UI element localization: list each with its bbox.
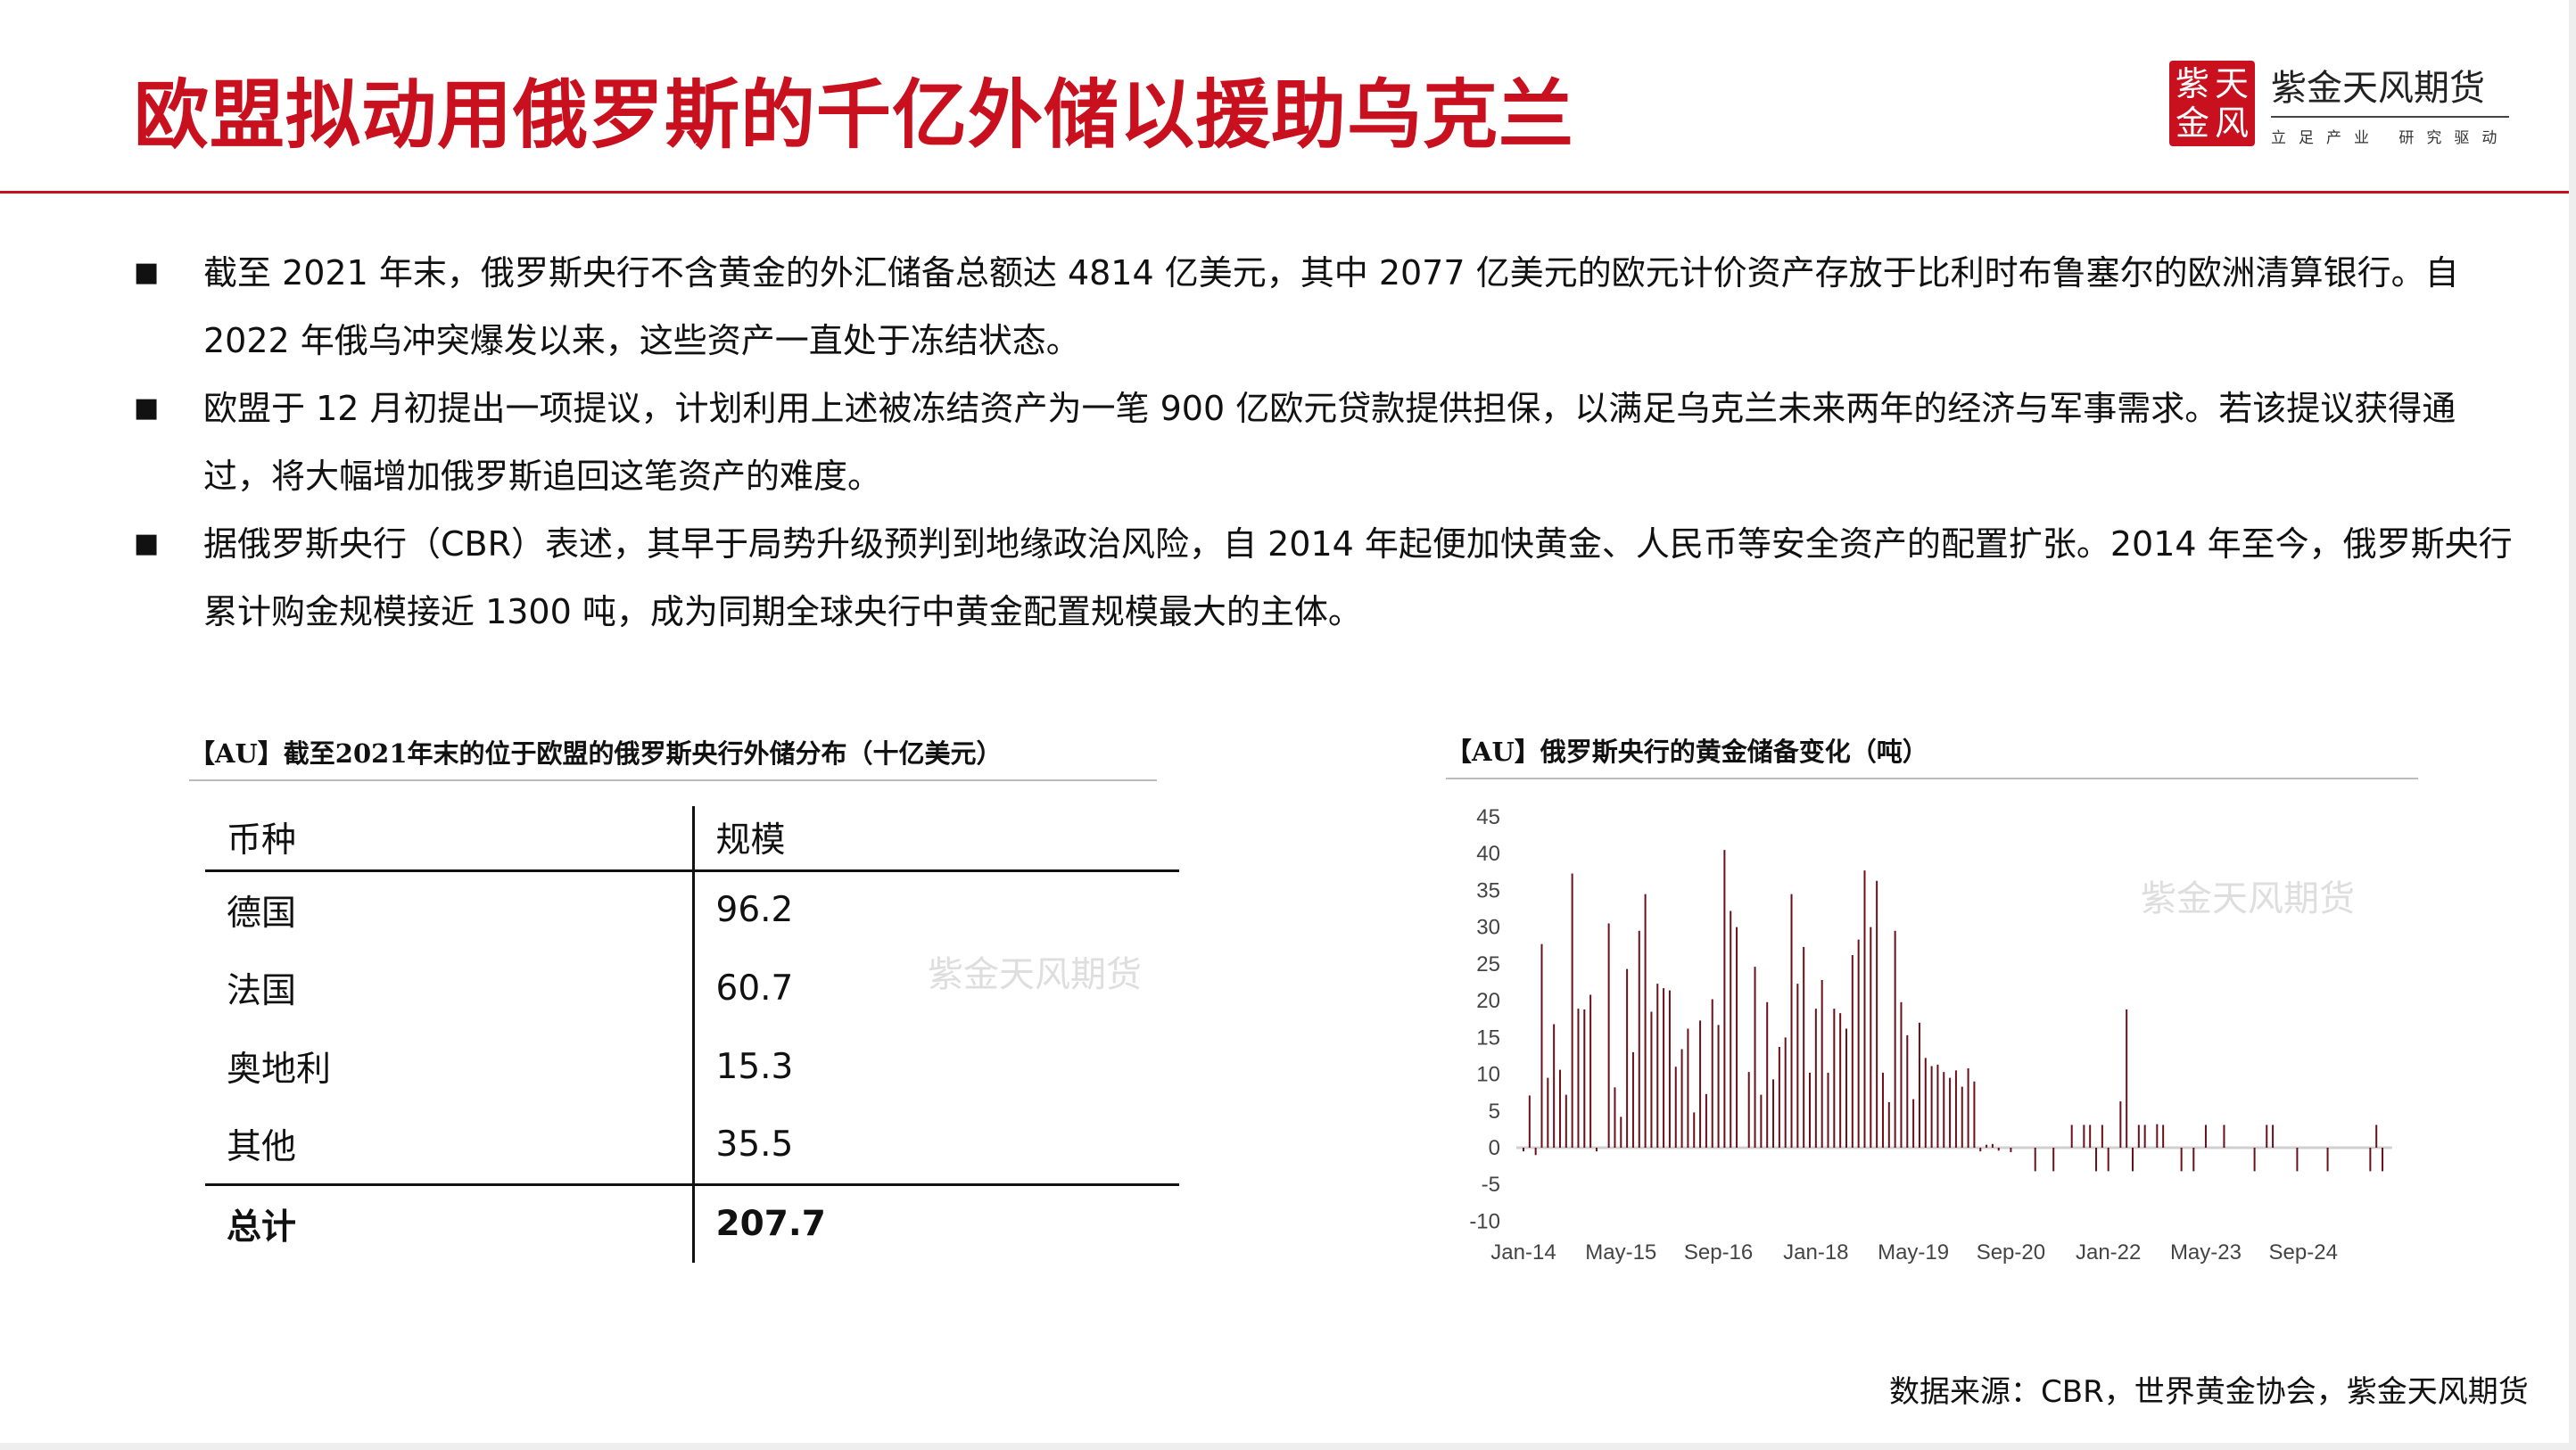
- bullet-text: 欧盟于 12 月初提出一项提议，计划利用上述被冻结资产为一笔 900 亿欧元贷款…: [203, 389, 2456, 496]
- y-tick-label: 45: [1476, 805, 1500, 829]
- table-title: 【AU】截至2021年末的位于欧盟的俄罗斯央行外储分布（十亿美元）: [189, 733, 1157, 781]
- logo-slogan: 立足产业 研究驱动: [2271, 129, 2510, 147]
- table-cell: 法国: [205, 949, 695, 1027]
- y-tick-label: 25: [1476, 952, 1500, 976]
- slide-edge-right: [2569, 0, 2576, 1450]
- logo-name: 紫金天风期货: [2271, 59, 2510, 118]
- square-bullet-icon: ■: [134, 392, 160, 424]
- x-tick-label: Jan-14: [1490, 1240, 1556, 1265]
- x-tick-label: May-19: [1878, 1240, 1949, 1265]
- page-title: 欧盟拟动用俄罗斯的千亿外储以援助乌克兰: [134, 70, 1575, 159]
- gold-reserve-chart: 45 40 35 30 25 20 15 10 5 0 -5 -10 Jan-14 May-15 Sep-1…: [1469, 805, 2392, 1265]
- table-header-row: 币种 规模: [205, 806, 1179, 872]
- reserves-table: 币种 规模 德国 96.2 法国 60.7 奥地利 15.3 其他 35.5 总计 207.…: [205, 806, 1179, 1263]
- title-divider: [0, 191, 2569, 194]
- y-tick-label: 0: [1489, 1136, 1500, 1160]
- chart-title: 【AU】俄罗斯央行的黄金储备变化（吨）: [1446, 731, 2418, 779]
- table-cell: 其他: [205, 1106, 695, 1184]
- company-logo: 紫 天 金 风 紫金天风期货 立足产业 研究驱动: [2169, 59, 2510, 147]
- seal-char: 天: [2214, 63, 2249, 103]
- bullet-item: ■ 截至 2021 年末，俄罗斯央行不含黄金的外汇储备总额达 4814 亿美元，其…: [134, 239, 2542, 375]
- slide-edge-bottom: [0, 1443, 2576, 1450]
- bullet-text: 据俄罗斯央行（CBR）表述，其早于局势升级预判到地缘政治风险，自 2014 年起…: [203, 524, 2513, 631]
- x-tick-label: Sep-20: [1977, 1240, 2045, 1265]
- table-total-row: 总计 207.7: [205, 1182, 1179, 1263]
- table-cell: 15.3: [715, 1046, 794, 1087]
- table-row: 德国 96.2: [205, 870, 1179, 949]
- table-row: 奥地利 15.3: [205, 1027, 1179, 1106]
- y-tick-label: -5: [1482, 1173, 1500, 1197]
- table-cell: 总计: [205, 1182, 695, 1263]
- watermark-logo: 紫金天风期货: [928, 954, 1142, 995]
- table-cell: 35.5: [715, 1124, 794, 1165]
- table-cell: 奥地利: [205, 1027, 695, 1106]
- logo-seal: 紫 天 金 风: [2169, 60, 2255, 146]
- y-tick-label: 20: [1476, 989, 1500, 1013]
- x-tick-label: Jan-22: [2076, 1240, 2141, 1265]
- bullet-item: ■ 据俄罗斯央行（CBR）表述，其早于局势升级预判到地缘政治风险，自 2014 年…: [134, 510, 2542, 646]
- seal-char: 紫: [2175, 63, 2209, 103]
- bullet-item: ■ 欧盟于 12 月初提出一项提议，计划利用上述被冻结资产为一笔 900 亿欧元贷…: [134, 375, 2542, 510]
- table-cell: 德国: [205, 870, 695, 949]
- table-row: 法国 60.7: [205, 949, 1179, 1027]
- watermark-logo: 紫金天风期货: [2141, 878, 2355, 919]
- y-tick-label: 15: [1476, 1026, 1500, 1050]
- table-row: 其他 35.5: [205, 1106, 1179, 1184]
- y-tick-label: -10: [1469, 1209, 1500, 1233]
- x-tick-label: Sep-24: [2269, 1240, 2338, 1265]
- bullet-list: ■ 截至 2021 年末，俄罗斯央行不含黄金的外汇储备总额达 4814 亿美元，其…: [134, 239, 2542, 646]
- square-bullet-icon: ■: [134, 257, 160, 288]
- header-cell: 币种: [205, 806, 695, 872]
- bullet-text: 截至 2021 年末，俄罗斯央行不含黄金的外汇储备总额达 4814 亿美元，其中…: [203, 253, 2459, 360]
- y-tick-label: 30: [1476, 916, 1500, 940]
- x-tick-label: May-23: [2170, 1240, 2242, 1265]
- seal-char: 风: [2214, 103, 2249, 143]
- table-cell: 207.7: [693, 1182, 1179, 1263]
- y-tick-label: 5: [1489, 1100, 1500, 1124]
- square-bullet-icon: ■: [134, 528, 160, 559]
- x-tick-label: May-15: [1585, 1240, 1656, 1265]
- x-tick-label: Jan-18: [1783, 1240, 1848, 1265]
- table-cell: 60.7: [715, 968, 794, 1009]
- table-cell: 96.2: [715, 890, 794, 931]
- y-tick-label: 35: [1476, 878, 1500, 902]
- x-tick-label: Sep-16: [1684, 1240, 1753, 1265]
- seal-char: 金: [2175, 103, 2209, 143]
- data-source: 数据来源：CBR，世界黄金协会，紫金天风期货: [1889, 1374, 2529, 1410]
- y-tick-label: 10: [1476, 1063, 1500, 1087]
- header-cell: 规模: [693, 806, 1179, 872]
- y-tick-label: 40: [1476, 842, 1500, 866]
